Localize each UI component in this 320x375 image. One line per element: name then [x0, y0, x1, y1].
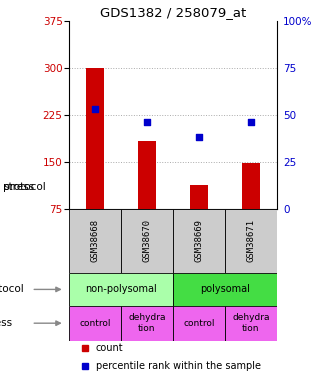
Text: polysomal: polysomal	[200, 284, 250, 294]
Text: GSM38669: GSM38669	[194, 219, 203, 262]
Bar	[173, 273, 277, 306]
Text: control: control	[183, 319, 214, 328]
Text: non-polysomal: non-polysomal	[85, 284, 157, 294]
Text: GSM38670: GSM38670	[142, 219, 151, 262]
Point	[248, 119, 253, 125]
Text: control: control	[79, 319, 110, 328]
Text: dehydra
tion: dehydra tion	[232, 314, 269, 333]
Bar	[121, 306, 173, 341]
Text: stress: stress	[0, 318, 12, 328]
Bar	[69, 209, 121, 273]
Text: dehydra
tion: dehydra tion	[128, 314, 165, 333]
Bar	[173, 209, 225, 273]
Text: percentile rank within the sample: percentile rank within the sample	[96, 361, 261, 371]
Title: GDS1382 / 258079_at: GDS1382 / 258079_at	[100, 6, 246, 20]
Bar	[190, 185, 208, 209]
Text: GSM38668: GSM38668	[90, 219, 99, 262]
Point	[92, 106, 97, 112]
Point	[144, 119, 149, 125]
Text: count: count	[96, 343, 124, 353]
Bar	[242, 163, 260, 209]
Text: protocol: protocol	[0, 284, 24, 294]
Bar	[86, 68, 104, 209]
Text: stress: stress	[3, 183, 34, 192]
Text: GSM38671: GSM38671	[246, 219, 255, 262]
Bar	[138, 141, 156, 208]
Bar	[121, 209, 173, 273]
Point	[196, 134, 201, 140]
Bar	[225, 209, 277, 273]
Bar	[173, 306, 225, 341]
Text: protocol: protocol	[3, 183, 46, 192]
Bar	[69, 306, 121, 341]
Bar	[225, 306, 277, 341]
Bar	[69, 273, 173, 306]
